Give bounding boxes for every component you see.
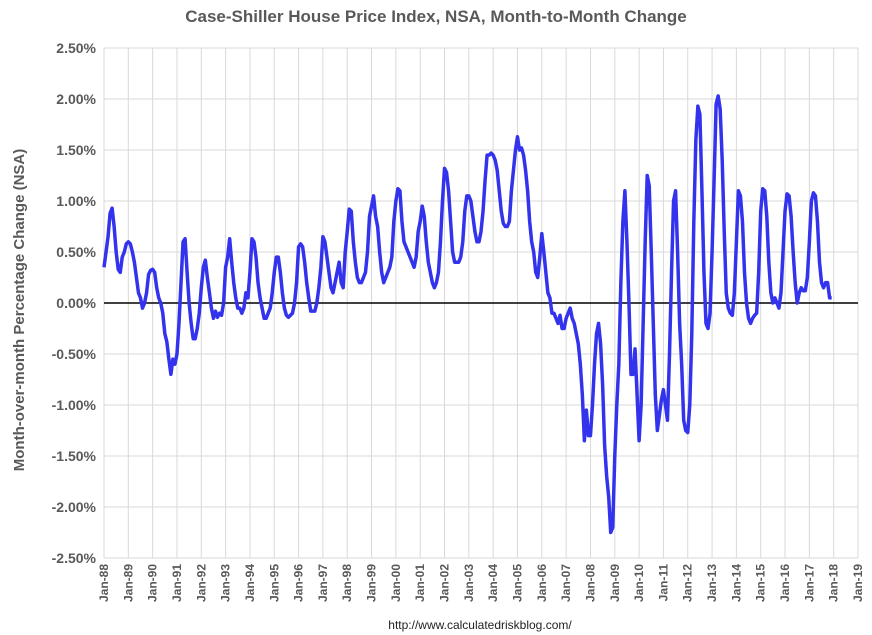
x-tick-label: Jan-00 <box>389 564 403 602</box>
x-tick-label: Jan-04 <box>486 564 500 602</box>
x-tick-label: Jan-90 <box>146 564 160 602</box>
x-tick-label: Jan-01 <box>413 564 427 602</box>
y-axis-title: Month-over-month Percentage Change (NSA) <box>11 149 28 472</box>
x-tick-label: Jan-05 <box>510 564 524 602</box>
data-line <box>102 94 832 535</box>
x-tick-label: Jan-16 <box>778 564 792 602</box>
x-tick-label: Jan-02 <box>438 564 452 602</box>
x-tick-label: Jan-89 <box>121 564 135 602</box>
y-tick-label: 1.50% <box>56 142 96 158</box>
x-tick-label: Jan-96 <box>292 564 306 602</box>
y-tick-label: 1.00% <box>56 193 96 209</box>
x-tick-label: Jan-03 <box>462 564 476 602</box>
x-tick-label: Jan-93 <box>219 564 233 602</box>
y-tick-label: 2.00% <box>56 91 96 107</box>
x-tick-label: Jan-98 <box>340 564 354 602</box>
x-tick-label: Jan-11 <box>656 564 670 602</box>
y-tick-label: -0.50% <box>52 346 97 362</box>
y-tick-label: -1.00% <box>52 397 97 413</box>
x-tick-label: Jan-97 <box>316 564 330 602</box>
x-tick-label: Jan-88 <box>97 564 111 602</box>
source: http://www.calculatedriskblog.com/ <box>388 618 572 632</box>
y-tick-label: -2.00% <box>52 499 97 515</box>
y-tick-label: 0.50% <box>56 244 96 260</box>
x-tick-label: Jan-13 <box>705 564 719 602</box>
y-tick-label: -2.50% <box>52 550 97 566</box>
x-tick-label: Jan-10 <box>632 564 646 602</box>
x-tick-label: Jan-07 <box>559 564 573 602</box>
x-tick-label: Jan-15 <box>754 564 768 602</box>
x-tick-label: Jan-19 <box>851 564 865 602</box>
x-tick-label: Jan-09 <box>608 564 622 602</box>
chart-title: Case-Shiller House Price Index, NSA, Mon… <box>185 7 687 26</box>
y-tick-label: -1.50% <box>52 448 97 464</box>
x-tick-label: Jan-94 <box>243 564 257 602</box>
x-tick-label: Jan-17 <box>802 564 816 602</box>
y-tick-label: 0.00% <box>56 295 96 311</box>
x-tick-label: Jan-12 <box>681 564 695 602</box>
x-tick-label: Jan-18 <box>827 564 841 602</box>
x-tick-label: Jan-95 <box>267 564 281 602</box>
x-tick-label: Jan-92 <box>194 564 208 602</box>
x-tick-label: Jan-99 <box>365 564 379 602</box>
x-tick-label: Jan-08 <box>583 564 597 602</box>
x-tick-label: Jan-06 <box>535 564 549 602</box>
x-tick-label: Jan-14 <box>729 564 743 602</box>
x-tick-label: Jan-91 <box>170 564 184 602</box>
y-tick-label: 2.50% <box>56 40 96 56</box>
